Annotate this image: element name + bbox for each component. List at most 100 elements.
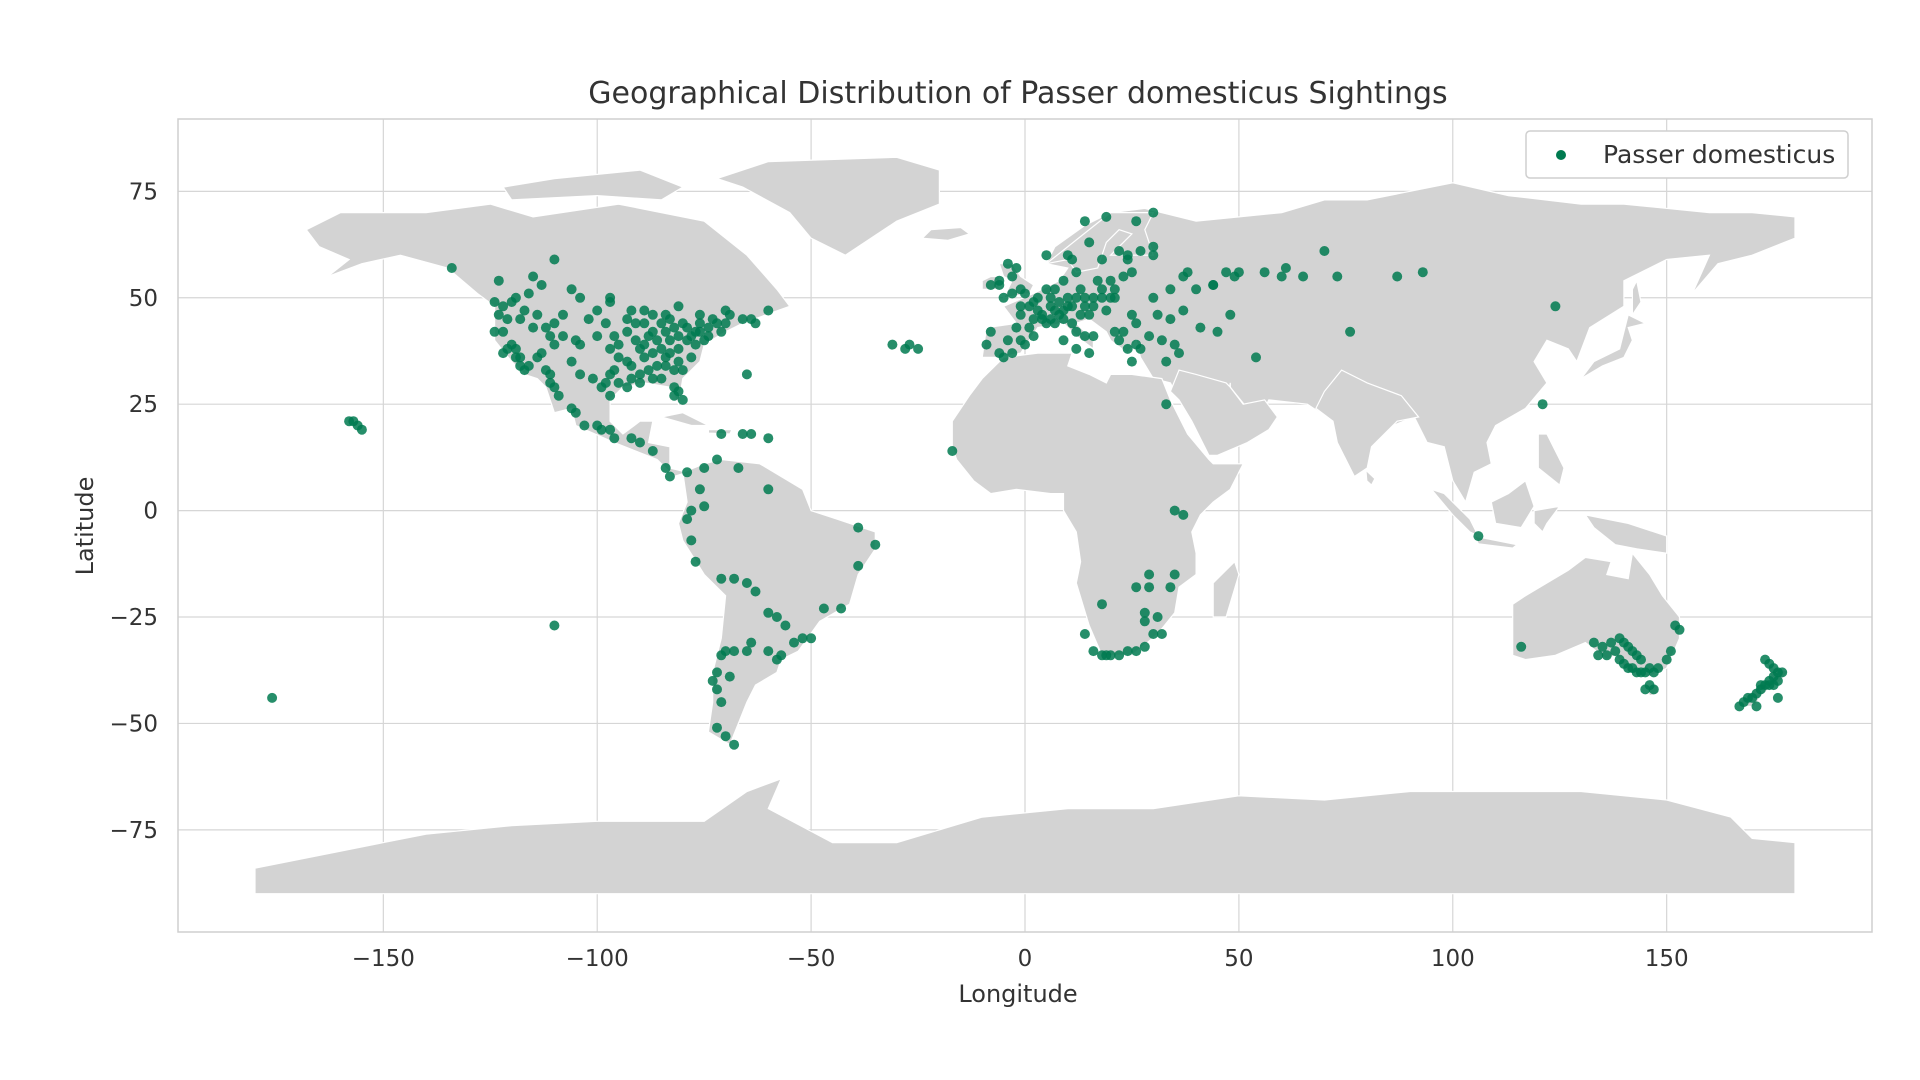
sighting-point (1079, 629, 1090, 639)
sighting-point (498, 326, 509, 337)
sighting-point (587, 373, 598, 384)
y-tick-label: −75 (109, 818, 158, 844)
sighting-point (1058, 335, 1069, 346)
sighting-point (1122, 250, 1133, 261)
sighting-point (1084, 309, 1095, 320)
sighting-point (1636, 654, 1646, 665)
sighting-point (626, 433, 637, 444)
sighting-point (1084, 237, 1095, 248)
sighting-point (1007, 288, 1018, 299)
sighting-point (1229, 271, 1240, 282)
sighting-point (1101, 305, 1112, 316)
land-cuba (661, 412, 709, 427)
sighting-point (1276, 271, 1287, 282)
y-tick-label: 75 (129, 179, 158, 205)
sighting-point (724, 671, 735, 682)
sighting-point (1045, 292, 1056, 303)
sighting-point (1067, 254, 1078, 265)
sighting-point (1011, 263, 1022, 273)
sighting-point (1161, 399, 1172, 410)
sighting-point (643, 365, 654, 376)
land-africa (951, 352, 1245, 656)
sighting-point (1079, 292, 1090, 303)
x-axis-label: Longitude (958, 980, 1077, 1008)
sighting-point (622, 314, 633, 325)
sighting-point (690, 339, 701, 350)
land-borneo (1490, 479, 1535, 529)
sighting-point (712, 722, 722, 733)
x-axis-ticks: −150 −100 −50 0 50 100 150 (352, 946, 1689, 972)
sighting-point (1024, 301, 1035, 312)
sighting-point (1049, 284, 1060, 295)
sighting-point (575, 369, 586, 380)
sighting-point (502, 343, 513, 354)
legend-box (1525, 130, 1849, 179)
sighting-point (677, 365, 688, 376)
y-tick-label: 0 (143, 499, 158, 525)
sighting-point (716, 650, 727, 661)
sighting-point (664, 314, 675, 325)
sighting-point (690, 556, 701, 567)
sighting-point (626, 305, 637, 316)
sighting-point (682, 514, 693, 525)
legend-label: Passer domesticus (1603, 140, 1835, 169)
sighting-point (1661, 654, 1672, 665)
sighting-point (545, 369, 556, 380)
sighting-point (519, 305, 530, 316)
sighting-point (1075, 284, 1086, 295)
sighting-point (1537, 399, 1548, 410)
sighting-point (673, 331, 684, 342)
sighting-point (1054, 297, 1065, 307)
sighting-point (664, 471, 675, 482)
sighting-point (1062, 292, 1073, 303)
sighting-point (712, 684, 722, 695)
sighting-point (609, 365, 620, 376)
sighting-point (677, 394, 688, 405)
sighting-point (635, 369, 645, 380)
sighting-point (493, 309, 504, 320)
sighting-point (707, 675, 718, 686)
sighting-point (1208, 280, 1219, 290)
sighting-point (545, 377, 556, 388)
sighting-point (1024, 322, 1035, 333)
sighting-point (789, 637, 799, 648)
sighting-point (630, 335, 641, 346)
sighting-point (553, 390, 564, 401)
sighting-point (605, 424, 616, 435)
sighting-point (609, 331, 620, 342)
sighting-point (733, 463, 744, 473)
sighting-point (1144, 582, 1155, 593)
sighting-point (1319, 246, 1330, 256)
sighting-point (1606, 637, 1617, 648)
sighting-point (750, 318, 761, 329)
sighting-point (1191, 284, 1202, 295)
sighting-point (1665, 646, 1676, 657)
basemap-land (254, 156, 1796, 895)
sighting-point (592, 305, 603, 316)
sighting-point (558, 331, 568, 342)
sighting-point (1178, 271, 1189, 282)
sighting-point (1135, 343, 1146, 354)
sighting-point (729, 573, 740, 584)
sighting-point (356, 424, 367, 435)
sighting-point (647, 348, 658, 359)
sighting-point (502, 314, 513, 325)
sighting-point (1593, 650, 1604, 661)
sighting-point (1174, 348, 1184, 359)
sighting-point (741, 369, 752, 380)
sighting-point (716, 326, 727, 337)
sighting-point (267, 692, 278, 703)
sighting-point (652, 360, 663, 371)
sighting-point (1165, 314, 1176, 325)
land-japan (1580, 313, 1648, 380)
sighting-point (1221, 267, 1232, 278)
sighting-point (613, 352, 624, 363)
land-india (1315, 369, 1420, 478)
sighting-point (998, 292, 1009, 303)
sighting-point (724, 309, 735, 320)
sighting-point (682, 467, 693, 478)
sighting-point (1148, 292, 1159, 303)
sighting-point (558, 309, 568, 320)
sighting-point (489, 297, 500, 307)
sighting-point (583, 314, 594, 325)
